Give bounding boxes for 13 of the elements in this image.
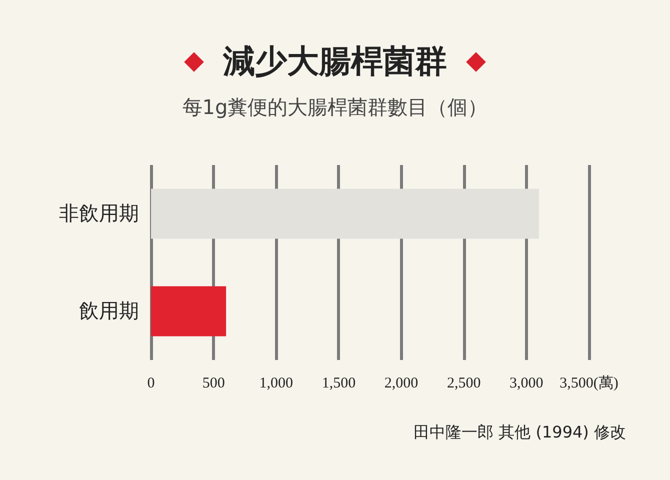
x-tick-label: 3,500(萬): [560, 374, 618, 392]
x-tick-label: 2,500: [446, 376, 481, 392]
y-tick-label: 非飲用期: [59, 202, 139, 225]
x-tick-label: 3,000: [510, 376, 544, 392]
x-tick-label: 500: [202, 376, 225, 392]
x-tick-label: 2,000: [384, 376, 418, 392]
chart-title: 減少大腸桿菌群: [223, 42, 447, 81]
x-tick-label: 1,500: [322, 376, 356, 392]
chart-subtitle: 每1g糞便的大腸桿菌群數目（個）: [181, 94, 489, 121]
x-tick-label: 1,000: [259, 376, 294, 392]
x-tick-label: 0: [147, 376, 155, 392]
y-tick-label: 飲用期: [79, 300, 139, 322]
text: 田中隆一郎 其他 (1994) 修改: [414, 422, 626, 442]
